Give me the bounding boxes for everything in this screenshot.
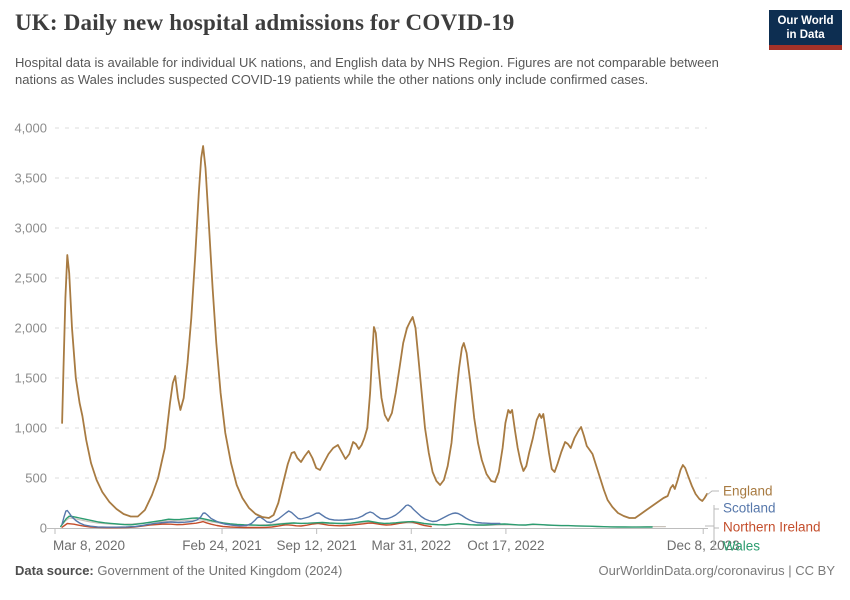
y-axis-tick-label: 1,000 [14, 421, 47, 436]
chart-footer: Data source: Government of the United Ki… [15, 563, 835, 578]
legend-connector-bracket [705, 505, 719, 550]
y-axis-tick-label: 3,000 [14, 221, 47, 236]
page-title: UK: Daily new hospital admissions for CO… [15, 10, 515, 35]
chart-subtitle: Hospital data is available for individua… [15, 55, 719, 87]
legend-item-england[interactable]: England [723, 484, 773, 499]
data-source-label: Data source: [15, 563, 94, 578]
y-axis-tick-label: 1,500 [14, 371, 47, 386]
owid-logo-stripe [769, 45, 842, 50]
legend-connector-england [706, 490, 719, 496]
owid-logo-line1: Our World [777, 15, 834, 27]
y-axis-tick-label: 500 [25, 471, 47, 486]
x-axis-tick-label: Sep 12, 2021 [276, 538, 356, 553]
data-source-value: Government of the United Kingdom (2024) [93, 563, 343, 578]
owid-logo[interactable]: Our World in Data [769, 10, 842, 50]
x-axis-tick-label: Feb 24, 2021 [182, 538, 262, 553]
y-axis-tick-label: 2,500 [14, 271, 47, 286]
legend-item-northern-ireland[interactable]: Northern Ireland [723, 520, 821, 535]
credit-link[interactable]: OurWorldinData.org/coronavirus | CC BY [598, 563, 835, 578]
y-axis-tick-label: 4,000 [14, 121, 47, 136]
series-line-scotland [61, 504, 501, 528]
legend-item-wales[interactable]: Wales [723, 539, 760, 554]
x-axis-tick-label: Mar 31, 2022 [372, 538, 452, 553]
data-source: Data source: Government of the United Ki… [15, 563, 342, 578]
y-axis-tick-label: 3,500 [14, 171, 47, 186]
series-line-wales [60, 515, 653, 528]
y-axis-tick-label: 0 [40, 521, 47, 536]
owid-logo-line2: in Data [786, 29, 825, 41]
x-axis-tick-label: Dec 8, 2023 [667, 538, 740, 553]
x-axis-tick-label: Mar 8, 2020 [53, 538, 125, 553]
series-line-england [61, 145, 708, 519]
y-axis-tick-label: 2,000 [14, 321, 47, 336]
x-axis-tick-label: Oct 17, 2022 [467, 538, 544, 553]
legend-item-scotland[interactable]: Scotland [723, 501, 776, 516]
owid-logo-box: Our World in Data [769, 10, 842, 45]
